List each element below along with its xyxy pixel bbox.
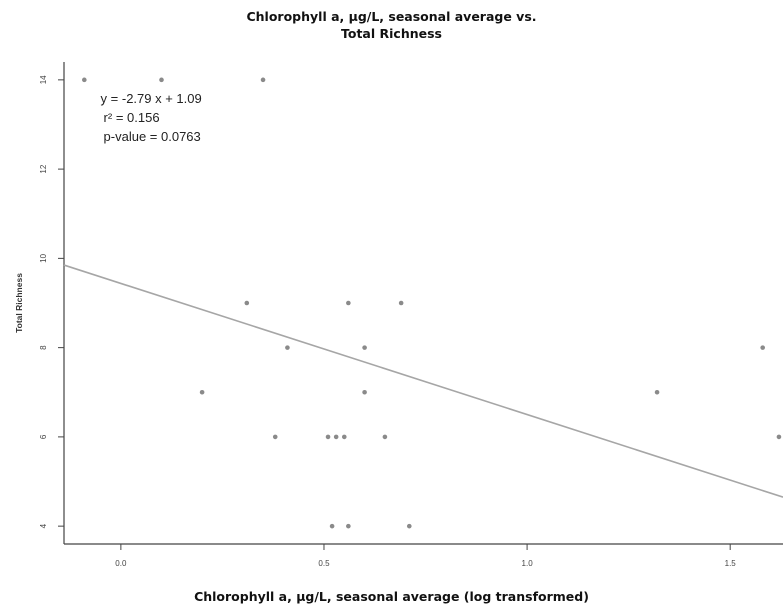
plot-axes: 0.0 0.5 1.0 1.5 4 6 8 10 12 14 Total Richness — [14, 62, 783, 568]
data-point — [776, 434, 782, 440]
y-tick-label: 8 — [39, 345, 48, 350]
chart-title-line-2: Total Richness — [341, 26, 442, 41]
data-point — [382, 434, 388, 440]
data-point — [329, 523, 335, 529]
data-point — [346, 300, 351, 306]
y-axis-title: Total Richness — [14, 273, 24, 333]
data-point — [406, 523, 412, 529]
chart-title-line-1: Chlorophyll a, µg/L, seasonal average vs… — [246, 9, 537, 24]
data-points — [82, 77, 782, 529]
chart-title: Chlorophyll a, µg/L, seasonal average vs… — [0, 8, 783, 42]
x-tick-label: 1.5 — [725, 559, 737, 568]
data-point — [260, 77, 266, 83]
annotation-line: p-value = 0.0763 — [104, 129, 201, 144]
x-tick-label: 0.5 — [318, 559, 330, 568]
data-point — [285, 345, 290, 350]
regression-annotation: y = -2.79 x + 1.09 r² = 0.156 p-value = 0.… — [101, 91, 202, 144]
annotation-line: y = -2.79 x + 1.09 — [101, 91, 202, 106]
y-tick-label: 14 — [39, 75, 48, 84]
data-point — [346, 523, 351, 529]
data-point — [272, 434, 278, 440]
y-tick-label: 6 — [39, 434, 48, 439]
data-point — [341, 434, 347, 440]
data-point — [333, 434, 339, 440]
regression-line-group — [63, 264, 783, 498]
data-point — [362, 345, 367, 350]
y-tick-label: 10 — [39, 253, 48, 262]
data-point — [159, 77, 164, 83]
data-point — [398, 300, 404, 306]
data-point — [82, 77, 87, 83]
data-point — [199, 389, 205, 395]
data-point — [760, 345, 765, 350]
data-point — [654, 389, 660, 395]
data-point — [362, 389, 367, 395]
x-axis-title: Chlorophyll a, µg/L, seasonal average (l… — [194, 589, 589, 604]
data-point — [244, 300, 250, 306]
x-tick-label: 1.0 — [522, 559, 534, 568]
regression-line — [63, 264, 783, 498]
data-point — [325, 434, 331, 440]
annotation-line: r² = 0.156 — [104, 110, 160, 125]
y-tick-label: 4 — [39, 523, 48, 528]
x-tick-label: 0.0 — [115, 559, 127, 568]
y-tick-label: 12 — [39, 164, 48, 173]
